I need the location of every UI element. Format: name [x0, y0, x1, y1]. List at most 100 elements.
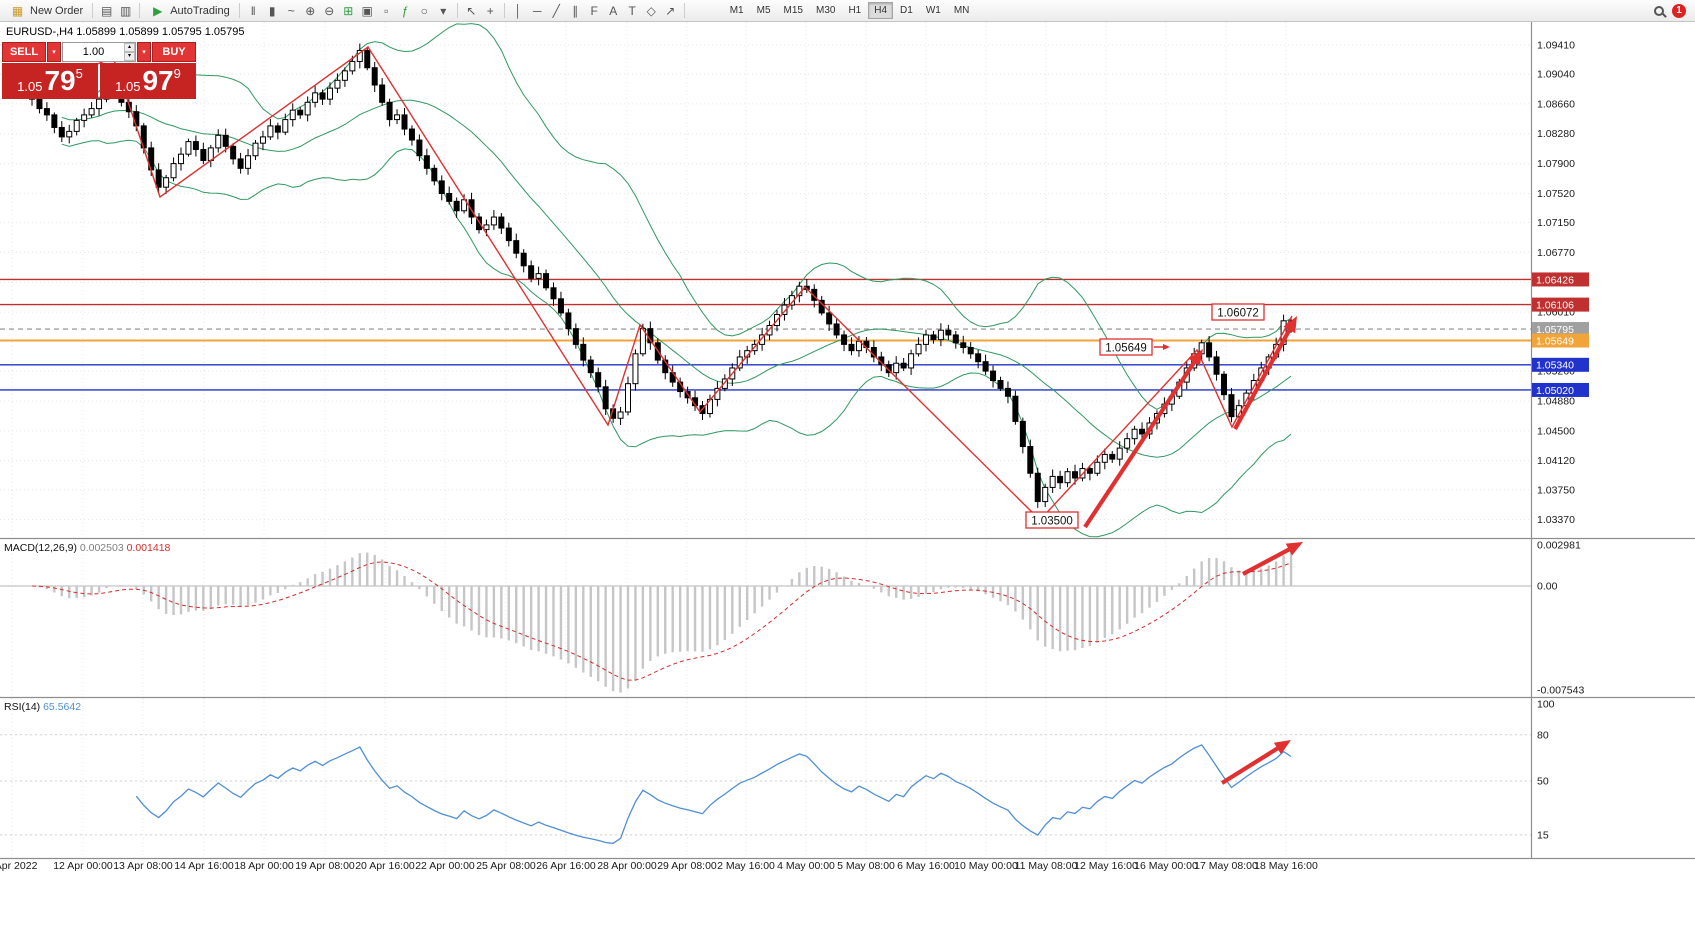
svg-text:1.07520: 1.07520	[1537, 188, 1575, 200]
sell-price-big: 79	[44, 65, 76, 96]
chart-window-icon[interactable]: ▤	[101, 3, 113, 18]
crosshair-icon[interactable]: +	[486, 3, 494, 18]
price-chart-canvas[interactable]: 1.06072 1.05649 1.03500 1.09410 1.09040 1.086…	[0, 22, 1695, 946]
one-click-trading-panel: SELL ▾ ▴ ▾ ▾ BUY 1.05 79 5 1.05 97 9	[2, 42, 196, 99]
svg-text:22 Apr 00:00: 22 Apr 00:00	[415, 860, 475, 872]
candlestick-chart-icon[interactable]: ▮	[268, 3, 276, 18]
trendline-tool-icon[interactable]: ╱	[552, 3, 560, 18]
timeframe-button-m30[interactable]: M30	[815, 5, 836, 16]
new-order-icon: ▦	[11, 3, 24, 18]
indicators-icon[interactable]: ƒ	[401, 3, 409, 18]
svg-text:6 May 16:00: 6 May 16:00	[897, 860, 955, 872]
svg-text:11 May 08:00: 11 May 08:00	[1015, 860, 1078, 872]
buy-price-prefix: 1.05	[115, 79, 141, 94]
text-tool-icon[interactable]: A	[609, 3, 618, 18]
svg-text:1.03500: 1.03500	[1031, 516, 1073, 528]
bar-chart-icon[interactable]: ‖	[250, 3, 256, 18]
sell-options-dropdown[interactable]: ▾	[47, 42, 61, 62]
separator	[503, 3, 505, 18]
toolbar-right: 1	[1654, 3, 1690, 18]
rsi-label: RSI(14) 65.5642	[4, 701, 81, 713]
channel-tool-icon[interactable]: ∥	[572, 3, 579, 18]
svg-text:29 Apr 08:00: 29 Apr 08:00	[657, 860, 717, 872]
volume-down-button[interactable]: ▾	[123, 52, 135, 61]
fibonacci-tool-icon[interactable]: F	[590, 3, 598, 18]
symbol-ohlc-header: EURUSD-,H4 1.05899 1.05899 1.05795 1.057…	[6, 26, 245, 38]
svg-text:13 Apr 08:00: 13 Apr 08:00	[113, 860, 173, 872]
trend-arrows	[1083, 316, 1303, 785]
chart-window: 1.06072 1.05649 1.03500 1.09410 1.09040 1.086…	[0, 22, 1695, 946]
timeframe-button-mn[interactable]: MN	[953, 5, 970, 16]
buy-options-dropdown[interactable]: ▾	[137, 42, 151, 62]
price-axis[interactable]: 1.09410 1.09040 1.08660 1.08280 1.07900 1.075…	[1532, 39, 1589, 841]
autotrading-button[interactable]: ▶ AutoTrading	[145, 1, 234, 21]
svg-text:1.03370: 1.03370	[1537, 514, 1575, 526]
bollinger-band	[61, 23, 1292, 410]
svg-text:1.05020: 1.05020	[1536, 385, 1574, 397]
svg-text:50: 50	[1537, 776, 1549, 788]
separator	[683, 3, 685, 18]
sell-button[interactable]: SELL	[2, 42, 46, 62]
svg-text:2 May 16:00: 2 May 16:00	[717, 860, 775, 872]
timeframe-button-w1[interactable]: W1	[925, 5, 941, 16]
price-axis-badge	[1532, 272, 1589, 287]
timeframe-button-h1[interactable]: H1	[848, 5, 862, 16]
search-icon[interactable]	[1654, 5, 1664, 16]
buy-price-big: 97	[142, 65, 174, 96]
vertical-line-tool-icon[interactable]: │	[514, 3, 522, 18]
cycles-icon[interactable]: ○	[420, 3, 428, 18]
svg-text:18 May 16:00: 18 May 16:00	[1254, 860, 1318, 872]
shapes-tool-icon[interactable]: ◇	[646, 3, 656, 18]
autotrading-label: AutoTrading	[170, 4, 230, 17]
timeframe-button-m5[interactable]: M5	[756, 5, 771, 16]
volume-input[interactable]	[63, 43, 124, 61]
svg-text:1.05649: 1.05649	[1536, 335, 1574, 347]
arrange-windows-icon[interactable]: ▫	[384, 3, 389, 18]
profiles-icon[interactable]: ▥	[120, 3, 132, 18]
volume-up-button[interactable]: ▴	[123, 43, 135, 52]
price-axis-badge	[1532, 357, 1589, 372]
buy-price-display[interactable]: 1.05 97 9	[100, 63, 196, 99]
volume-field: ▴ ▾	[62, 42, 136, 62]
svg-text:1.05340: 1.05340	[1536, 360, 1574, 372]
zoom-in-icon[interactable]: ⊕	[305, 3, 316, 18]
notification-badge[interactable]: 1	[1672, 3, 1686, 18]
buy-price-sup: 9	[173, 66, 181, 81]
price-axis-badge	[1532, 333, 1589, 348]
arrows-tool-icon[interactable]: ↗	[665, 3, 676, 18]
toolbar: ▦ New Order ▤ ▥ ▶ AutoTrading ‖ ▮ ~ ⊕ ⊖ …	[0, 0, 1695, 22]
timeframe-button-m15[interactable]: M15	[783, 5, 803, 16]
grid	[0, 22, 1531, 858]
svg-text:80: 80	[1537, 729, 1549, 741]
zigzag-pattern	[29, 45, 1293, 522]
svg-text:20 Apr 16:00: 20 Apr 16:00	[355, 860, 415, 872]
svg-text:1.06072: 1.06072	[1217, 308, 1259, 320]
svg-text:28 Apr 00:00: 28 Apr 00:00	[597, 860, 657, 872]
svg-text:18 Apr 00:00: 18 Apr 00:00	[234, 860, 294, 872]
axes: 1.09410 1.09040 1.08660 1.08280 1.07900 1.075…	[0, 22, 1695, 872]
cascade-windows-icon[interactable]: ▣	[361, 3, 373, 18]
timeframe-group: M1 M5 M15 M30 H1 H4 D1 W1 MN	[724, 2, 976, 19]
horizontal-line-tool-icon[interactable]: ─	[532, 3, 542, 18]
line-chart-icon[interactable]: ~	[287, 3, 295, 18]
svg-text:0.00: 0.00	[1537, 581, 1558, 593]
sell-price-display[interactable]: 1.05 79 5	[2, 63, 98, 99]
label-tool-icon[interactable]: T	[628, 3, 636, 18]
price-axis-badge	[1532, 297, 1589, 312]
cursor-icon[interactable]: ↖	[466, 3, 477, 18]
rsi-line	[135, 744, 1292, 844]
tile-windows-icon[interactable]: ⊞	[343, 3, 354, 18]
svg-text:15: 15	[1537, 829, 1549, 841]
buy-button[interactable]: BUY	[152, 42, 196, 62]
templates-icon[interactable]: ▾	[440, 3, 447, 18]
timeframe-button-d1[interactable]: D1	[900, 5, 913, 16]
separator	[238, 3, 240, 18]
zoom-out-icon[interactable]: ⊖	[324, 3, 335, 18]
timeframe-button-h4[interactable]: H4	[868, 2, 894, 19]
timeframe-button-m1[interactable]: M1	[729, 5, 744, 16]
rsi-panel	[0, 734, 1531, 844]
svg-text:1.04880: 1.04880	[1537, 395, 1575, 407]
svg-text:7 Apr 2022: 7 Apr 2022	[0, 860, 38, 872]
new-order-button[interactable]: ▦ New Order	[5, 1, 87, 21]
